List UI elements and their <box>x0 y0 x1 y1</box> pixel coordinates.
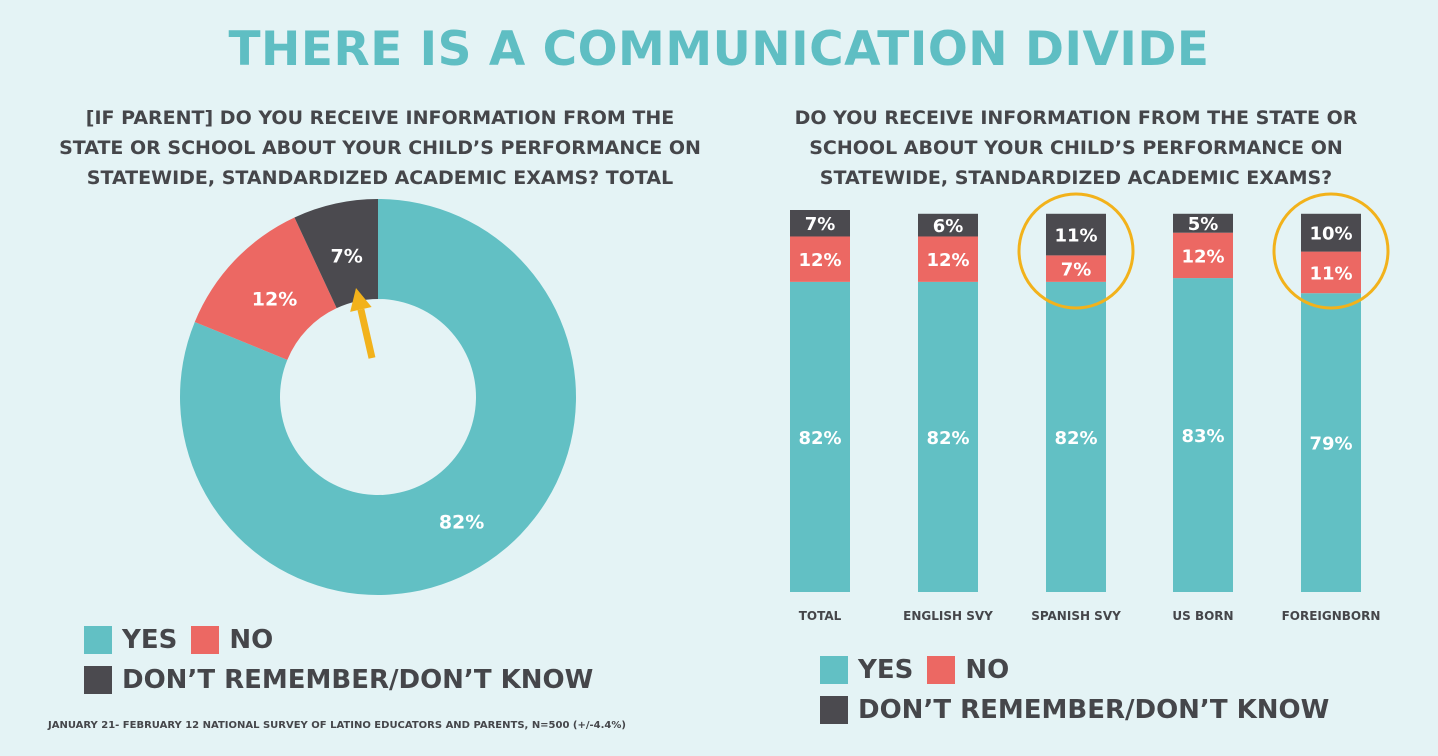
bar-label-no: 12% <box>798 250 841 271</box>
bar-segment-yes <box>790 281 850 592</box>
legend-label-dk: DON’T REMEMBER/DON’T KNOW <box>122 665 594 695</box>
legend-swatch-dk <box>820 696 848 724</box>
bar-segment-yes <box>918 281 978 592</box>
bar-segment-no <box>1301 251 1361 294</box>
right-legend: YES NO DON’T REMEMBER/DON’T KNOW <box>820 650 1343 730</box>
highlight-circle <box>1272 192 1390 310</box>
donut-slice-no <box>194 217 337 360</box>
legend-swatch-yes <box>820 656 848 684</box>
left-question: [IF PARENT] DO YOU RECEIVE INFORMATION F… <box>20 103 740 193</box>
bar-label-yes: 82% <box>926 428 969 449</box>
bar-label-yes: 82% <box>798 428 841 449</box>
legend-swatch-yes <box>84 626 112 654</box>
bar-label-no: 12% <box>1181 246 1224 267</box>
legend-swatch-dk <box>84 666 112 694</box>
footnote: JANUARY 21- FEBRUARY 12 NATIONAL SURVEY … <box>48 720 626 731</box>
bar-label-dk: 6% <box>933 216 964 237</box>
category-label: ENGLISH SVY <box>903 609 993 623</box>
right-question-line: SCHOOL ABOUT YOUR CHILD’S PERFORMANCE ON <box>809 137 1343 159</box>
bar-segment-dk <box>1173 213 1233 233</box>
donut-label-yes: 82% <box>439 512 484 534</box>
bar-segment-dk <box>1046 213 1106 256</box>
arrow-head <box>350 288 372 312</box>
left-question-line: [IF PARENT] DO YOU RECEIVE INFORMATION F… <box>85 107 675 129</box>
bar-label-no: 7% <box>1061 260 1092 281</box>
donut-label-no: 12% <box>252 288 297 310</box>
bar-segment-no <box>1173 232 1233 279</box>
bar-label-no: 12% <box>926 250 969 271</box>
legend-label-no: NO <box>229 625 274 655</box>
donut-label-dk: 7% <box>331 245 363 267</box>
right-question: DO YOU RECEIVE INFORMATION FROM THE STAT… <box>756 103 1396 193</box>
right-question-line: STATEWIDE, STANDARDIZED ACADEMIC EXAMS? <box>819 167 1333 189</box>
bar-label-yes: 79% <box>1309 434 1352 455</box>
donut-slice-yes <box>180 199 576 595</box>
right-question-line: DO YOU RECEIVE INFORMATION FROM THE STAT… <box>794 107 1358 129</box>
bar-label-yes: 83% <box>1181 426 1224 447</box>
page-title: THERE IS A COMMUNICATION DIVIDE <box>228 22 1210 77</box>
bar-label-dk: 11% <box>1054 226 1097 247</box>
bar-label-dk: 5% <box>1188 214 1219 235</box>
bar-segment-yes <box>1046 281 1106 592</box>
bar-label-yes: 82% <box>1054 428 1097 449</box>
legend-label-no: NO <box>965 655 1010 685</box>
bar-segment-yes <box>1301 293 1361 592</box>
legend-label-dk: DON’T REMEMBER/DON’T KNOW <box>858 695 1330 725</box>
legend-swatch-no <box>191 626 220 654</box>
legend-label-yes: YES <box>858 655 914 685</box>
bar-label-dk: 7% <box>805 214 836 235</box>
bar-segment-no <box>1046 255 1106 282</box>
bar-segment-no <box>918 236 978 282</box>
left-question-line: STATE OR SCHOOL ABOUT YOUR CHILD’S PERFO… <box>59 137 701 159</box>
highlight-circle <box>1017 192 1135 310</box>
bar-segment-yes <box>1173 278 1233 592</box>
category-label: TOTAL <box>799 609 842 623</box>
bar-label-dk: 10% <box>1309 224 1352 245</box>
left-question-line: STATEWIDE, STANDARDIZED ACADEMIC EXAMS? … <box>86 167 674 189</box>
category-label: SPANISH SVY <box>1031 609 1121 623</box>
bar-label-no: 11% <box>1309 263 1352 284</box>
bar-segment-dk <box>1301 213 1361 252</box>
category-label: US BORN <box>1172 609 1233 623</box>
legend-label-yes: YES <box>122 625 178 655</box>
bar-segment-dk <box>918 213 978 237</box>
legend-swatch-no <box>927 656 956 684</box>
arrow-shaft <box>357 308 376 359</box>
category-label: FOREIGNBORN <box>1282 609 1381 623</box>
bar-segment-dk <box>790 210 850 237</box>
donut-slice-dk <box>294 199 378 309</box>
bar-segment-no <box>790 236 850 282</box>
left-legend: YES NO DON’T REMEMBER/DON’T KNOW <box>84 620 607 700</box>
